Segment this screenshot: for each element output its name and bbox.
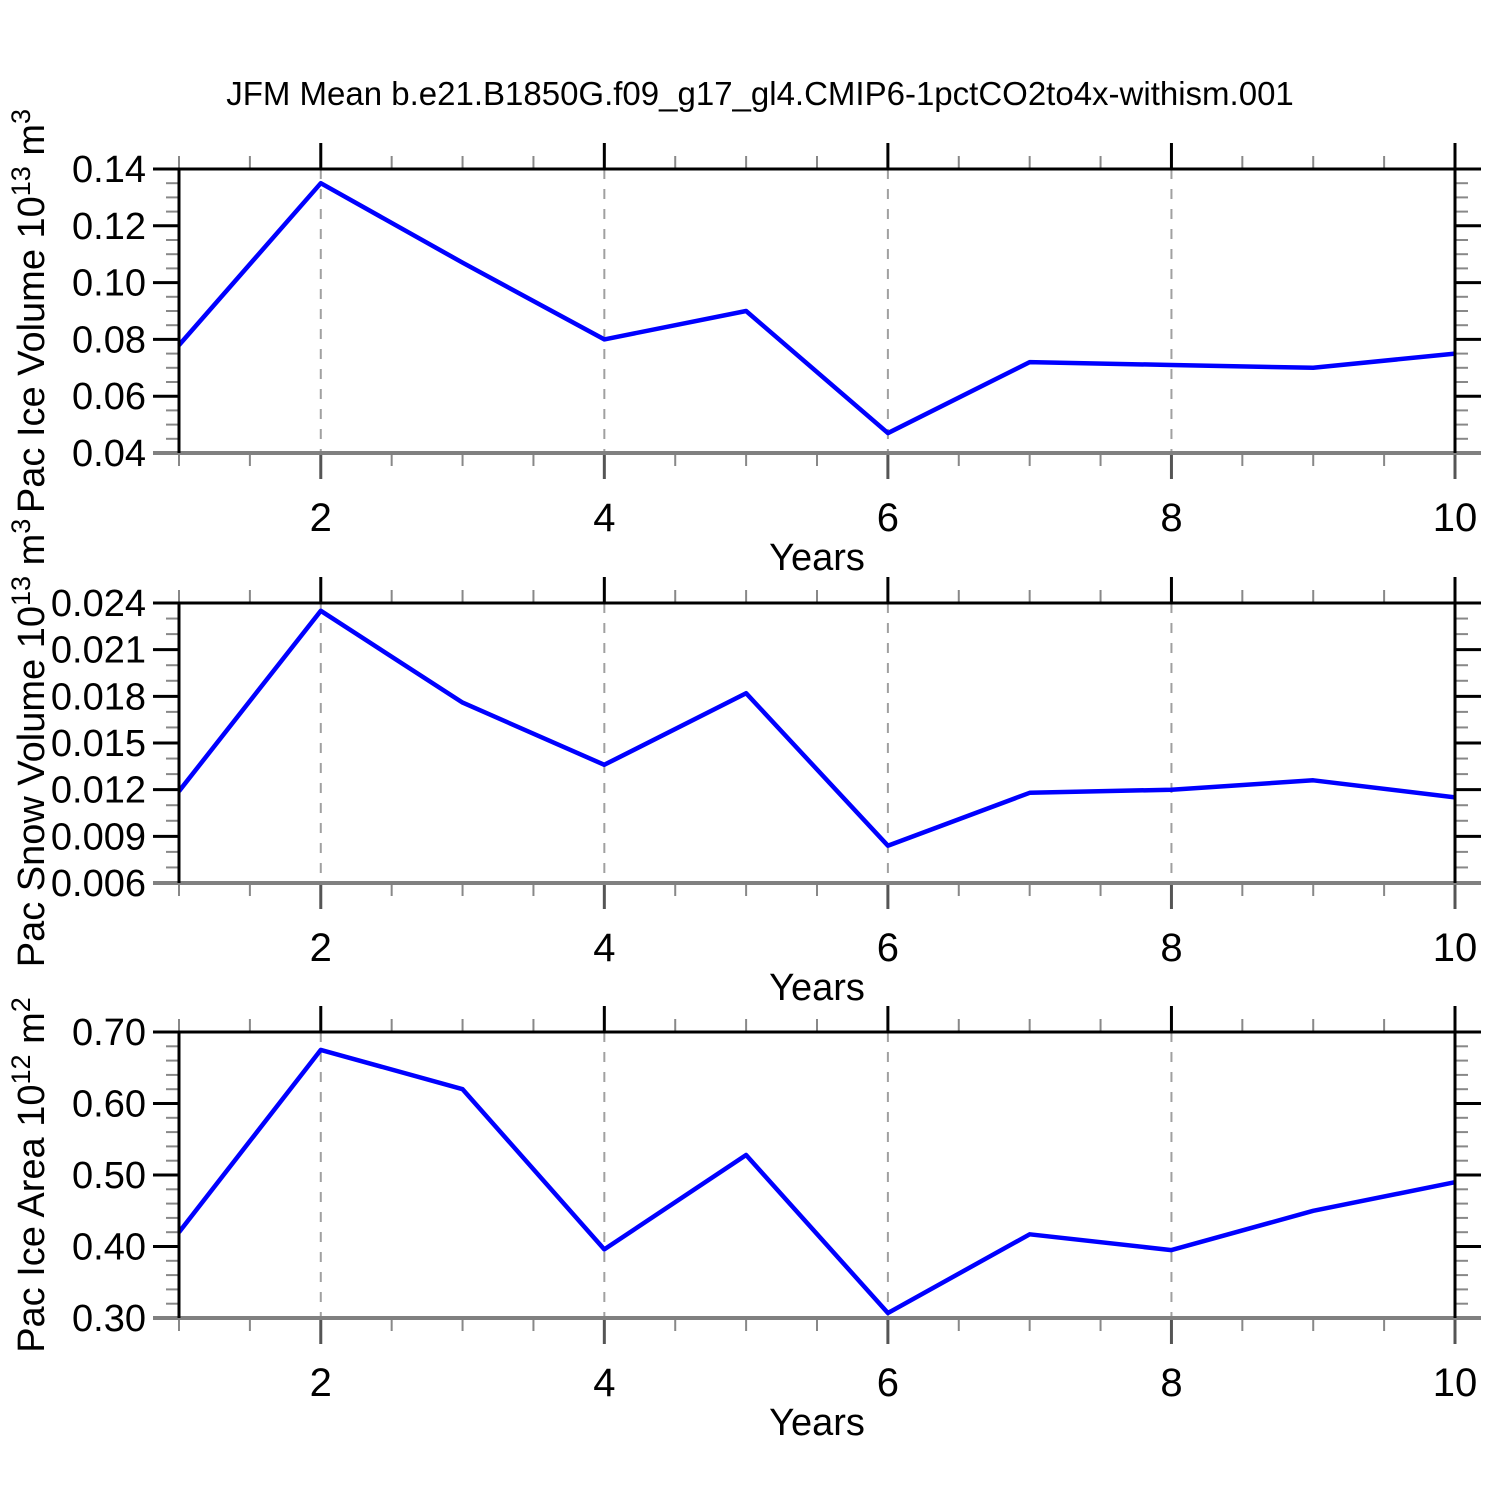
x-tick-label: 2 xyxy=(310,1361,332,1405)
y-tick-label: 0.021 xyxy=(51,630,146,672)
y-tick-label: 0.006 xyxy=(51,863,146,905)
y-axis-title-unit-exponent: 3 xyxy=(6,109,36,124)
x-tick-label: 8 xyxy=(1160,496,1182,540)
panel-1-x-tick-labels: 2 4 6 8 10 xyxy=(310,496,1478,540)
y-axis-title-exponent: 13 xyxy=(6,166,36,196)
x-tick-label: 10 xyxy=(1433,496,1478,540)
series-line-panel-3 xyxy=(177,1047,1456,1316)
x-tick-label: 6 xyxy=(877,926,899,970)
y-axis-title-panel-3: Pac Ice Area 1012 m2 xyxy=(6,997,53,1353)
panel-2-gridlines xyxy=(319,603,1173,883)
y-axis-title-unit-exponent: 3 xyxy=(6,519,36,534)
panel-2-ticks xyxy=(153,577,1481,909)
x-tick-label: 8 xyxy=(1160,1361,1182,1405)
y-tick-label: 0.015 xyxy=(51,723,146,765)
panel-3: 0.30 0.40 0.50 0.60 0.70 2 4 6 8 10 Years Pac Ice A… xyxy=(6,997,1481,1444)
panel-2-border xyxy=(153,601,1481,885)
y-tick-label: 0.12 xyxy=(72,206,146,248)
chart-title: JFM Mean b.e21.B1850G.f09_g17_gl4.CMIP6-… xyxy=(226,75,1294,112)
y-tick-label: 0.60 xyxy=(72,1084,146,1126)
panel-1-y-tick-labels: 0.04 0.06 0.08 0.10 0.12 0.14 xyxy=(72,149,146,475)
y-tick-label: 0.018 xyxy=(51,676,146,718)
x-tick-label: 4 xyxy=(593,926,615,970)
y-axis-title-base: Pac Snow Volume 10 xyxy=(11,606,53,967)
x-axis-title-panel-1: Years xyxy=(769,537,865,579)
y-tick-label: 0.30 xyxy=(72,1298,146,1340)
y-tick-label: 0.70 xyxy=(72,1012,146,1054)
y-tick-label: 0.009 xyxy=(51,816,146,858)
x-axis-title-panel-3: Years xyxy=(769,1402,865,1444)
x-axis-title-panel-2: Years xyxy=(769,967,865,1009)
y-tick-label: 0.10 xyxy=(72,263,146,305)
panel-3-gridlines xyxy=(319,1032,1173,1318)
panel-3-border xyxy=(153,1030,1481,1320)
y-axis-title-panel-2: Pac Snow Volume 1013 m3 xyxy=(6,519,53,968)
x-tick-label: 4 xyxy=(593,1361,615,1405)
panel-1-gridlines xyxy=(319,169,1173,453)
y-tick-label: 0.06 xyxy=(72,376,146,418)
y-axis-title-base: Pac Ice Area 10 xyxy=(11,1085,53,1353)
x-tick-label: 6 xyxy=(877,496,899,540)
y-axis-title-unit: m xyxy=(11,124,53,166)
series-line-panel-1 xyxy=(177,180,1456,436)
y-tick-label: 0.024 xyxy=(51,583,146,625)
panel-3-y-tick-labels: 0.30 0.40 0.50 0.60 0.70 xyxy=(72,1012,146,1340)
panel-3-ticks xyxy=(153,1006,1481,1344)
series-line-panel-2 xyxy=(177,608,1456,848)
y-axis-title-base: Pac Ice Volume 10 xyxy=(11,196,53,513)
y-axis-title-exponent: 13 xyxy=(6,576,36,606)
panel-1: 0.04 0.06 0.08 0.10 0.12 0.14 2 4 6 8 10 Years Pac I… xyxy=(6,109,1481,579)
y-tick-label: 0.14 xyxy=(72,149,146,191)
x-tick-label: 10 xyxy=(1433,1361,1478,1405)
panel-2-x-tick-labels: 2 4 6 8 10 xyxy=(310,926,1478,970)
y-axis-title-panel-1: Pac Ice Volume 1013 m3 xyxy=(6,109,53,513)
panel-1-border xyxy=(153,167,1481,455)
y-axis-title-unit: m xyxy=(11,1012,53,1054)
x-tick-label: 10 xyxy=(1433,926,1478,970)
y-axis-title-exponent: 12 xyxy=(6,1054,36,1084)
panel-3-x-tick-labels: 2 4 6 8 10 xyxy=(310,1361,1478,1405)
y-axis-title-unit-exponent: 2 xyxy=(6,997,36,1012)
x-tick-label: 4 xyxy=(593,496,615,540)
x-tick-label: 8 xyxy=(1160,926,1182,970)
y-axis-title-unit: m xyxy=(11,534,53,576)
y-tick-label: 0.04 xyxy=(72,433,146,475)
x-tick-label: 2 xyxy=(310,926,332,970)
x-tick-label: 6 xyxy=(877,1361,899,1405)
panel-1-ticks xyxy=(153,143,1481,479)
y-tick-label: 0.50 xyxy=(72,1155,146,1197)
x-tick-label: 2 xyxy=(310,496,332,540)
y-tick-label: 0.08 xyxy=(72,319,146,361)
y-tick-label: 0.40 xyxy=(72,1227,146,1269)
y-tick-label: 0.012 xyxy=(51,770,146,812)
